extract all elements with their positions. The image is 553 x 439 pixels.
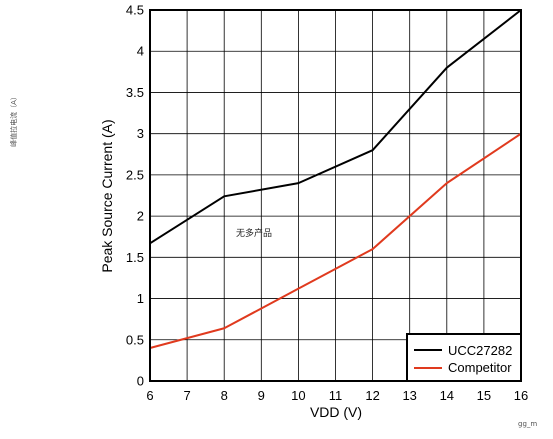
data-point-competitor [446, 182, 448, 184]
x-tick-label: 16 [514, 388, 528, 403]
x-tick-label: 10 [291, 388, 305, 403]
x-tick-label: 11 [329, 388, 343, 403]
data-point-ucc27282 [223, 195, 225, 198]
x-tick-label: 13 [402, 388, 416, 403]
tick-labels: 6 7 8 9 10 11 12 13 14 15 16 0 0.5 1 1.5 2 2.5 3 3.5 4 4.5 [126, 3, 528, 404]
watermark: gg_m [518, 420, 537, 428]
y-tick-label: 1.5 [126, 250, 144, 265]
y-tick-label: 3.5 [126, 85, 144, 100]
series-line-competitor [149, 132, 522, 349]
x-axis-title: VDD (V) [310, 404, 362, 420]
data-point-competitor [297, 287, 300, 290]
x-tick-label: 8 [221, 388, 228, 403]
y-tick-label: 4.5 [126, 3, 144, 18]
y-tick-label: 0 [137, 374, 144, 389]
plot-frame [149, 9, 522, 382]
x-tick-label: 6 [146, 388, 153, 403]
y-tick-label: 2.5 [126, 167, 144, 182]
x-tick-label: 14 [440, 388, 454, 403]
data-point-ucc27282 [297, 182, 300, 184]
plot-border [149, 9, 522, 382]
x-tick-label: 15 [477, 388, 491, 403]
data-point-ucc27282 [371, 149, 374, 151]
y-tick-label: 0.5 [126, 332, 144, 347]
y-axis-title: Peak Source Current (A) [99, 119, 115, 272]
x-tick-label: 7 [183, 388, 190, 403]
legend-label-competitor: Competitor [448, 360, 512, 375]
y-tick-label: 1 [137, 291, 144, 306]
overlay-note: 无多产品 [236, 227, 272, 239]
x-tick-label: 12 [365, 388, 379, 403]
data-point-competitor [223, 327, 225, 330]
y-tick-label: 2 [137, 209, 144, 224]
y-tick-label: 3 [137, 126, 144, 141]
legend-label-ucc27282: UCC27282 [448, 343, 512, 358]
data-point-ucc27282 [446, 66, 448, 69]
side-note: 峰值拉电流（A） [9, 93, 18, 147]
series-line-ucc27282 [149, 9, 522, 245]
legend: UCC27282 Competitor [406, 333, 522, 382]
data-point-competitor [371, 248, 374, 250]
grid [149, 9, 522, 382]
x-tick-label: 9 [258, 388, 265, 403]
legend-box [406, 333, 522, 382]
y-tick-label: 4 [137, 44, 144, 59]
